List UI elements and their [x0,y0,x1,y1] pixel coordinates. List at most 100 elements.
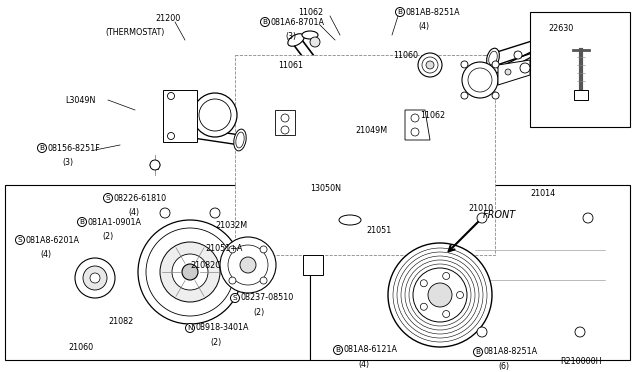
Text: 21051+A: 21051+A [205,244,243,253]
Text: FRONT: FRONT [483,210,516,220]
Circle shape [388,243,492,347]
Circle shape [330,110,370,150]
Text: (2): (2) [210,337,221,346]
Circle shape [411,114,419,122]
Text: B: B [397,9,403,15]
Text: (2): (2) [102,231,113,241]
Text: N: N [188,325,193,331]
Text: 081A6-8701A: 081A6-8701A [271,17,324,26]
Circle shape [281,114,289,122]
Text: 11062: 11062 [420,110,445,119]
Text: (6): (6) [498,362,509,371]
Circle shape [138,220,242,324]
Circle shape [505,69,511,75]
Text: (4): (4) [40,250,51,259]
Text: 08918-3401A: 08918-3401A [195,324,249,333]
Text: B: B [40,145,45,151]
Text: 21082: 21082 [108,317,133,327]
Text: (2): (2) [253,308,264,317]
Text: 081A8-6121A: 081A8-6121A [344,346,397,355]
Circle shape [77,218,86,227]
Circle shape [461,92,468,99]
Circle shape [260,17,269,26]
Polygon shape [101,293,133,341]
Circle shape [210,208,220,218]
Bar [470,205,615,345]
Text: (4): (4) [418,22,429,31]
Bar [303,255,323,275]
Circle shape [492,61,499,68]
Circle shape [443,272,450,279]
Circle shape [15,235,24,244]
Bar [574,90,588,100]
Ellipse shape [236,132,244,148]
Text: S: S [233,295,237,301]
Text: 21200: 21200 [155,13,180,22]
Text: B: B [335,347,340,353]
Circle shape [193,93,237,137]
Circle shape [468,68,492,92]
Bar [530,12,630,127]
Polygon shape [405,110,430,140]
Bar [310,185,630,360]
Text: 081A8-8251A: 081A8-8251A [483,347,538,356]
Circle shape [240,257,256,273]
Circle shape [456,292,463,298]
Polygon shape [104,223,146,266]
Text: S: S [18,237,22,243]
Circle shape [418,53,442,77]
Text: 21049M: 21049M [355,125,387,135]
Text: 11061: 11061 [278,61,303,70]
Polygon shape [79,210,96,260]
Circle shape [422,57,438,73]
Text: 21014: 21014 [530,189,555,198]
Text: 081AB-8251A: 081AB-8251A [406,7,460,16]
Text: 13050N: 13050N [310,183,341,192]
Polygon shape [275,110,295,135]
Circle shape [310,37,320,47]
Text: (THERMOSTAT): (THERMOSTAT) [105,28,164,36]
Text: R210000H: R210000H [560,357,602,366]
Circle shape [426,61,434,69]
Text: S: S [106,195,110,201]
Circle shape [514,51,522,59]
Circle shape [260,246,267,253]
Circle shape [462,62,498,98]
Circle shape [260,277,267,284]
Circle shape [160,242,220,302]
Circle shape [420,303,428,310]
Polygon shape [167,92,193,140]
Circle shape [411,128,419,136]
Circle shape [146,228,234,316]
Text: 21051: 21051 [366,225,391,234]
Text: 21082C: 21082C [190,260,221,269]
Circle shape [492,92,499,99]
Polygon shape [34,235,80,272]
Circle shape [160,208,170,218]
Circle shape [305,85,395,175]
Polygon shape [62,295,92,343]
Ellipse shape [288,34,304,46]
Bar [235,55,495,255]
Circle shape [583,213,593,223]
Circle shape [83,266,107,290]
Circle shape [575,327,585,337]
Polygon shape [163,90,197,142]
Circle shape [75,258,115,298]
Ellipse shape [339,215,361,225]
Text: (4): (4) [358,359,369,369]
Text: 11060: 11060 [393,51,418,60]
Ellipse shape [302,31,318,39]
Circle shape [333,346,342,355]
Circle shape [182,264,198,280]
Circle shape [168,93,175,99]
Ellipse shape [234,129,246,151]
Circle shape [230,294,239,302]
Text: 21060: 21060 [68,343,93,353]
Circle shape [104,193,113,202]
Text: (3): (3) [62,157,73,167]
Text: (4): (4) [128,208,139,217]
Text: B: B [79,219,84,225]
Circle shape [443,311,450,318]
Circle shape [172,254,208,290]
